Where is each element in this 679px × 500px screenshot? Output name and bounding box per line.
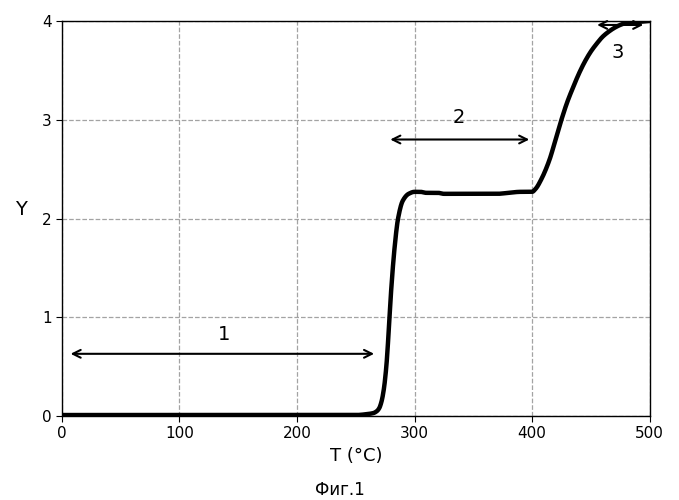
Text: 2: 2	[453, 108, 465, 126]
X-axis label: T (°C): T (°C)	[329, 447, 382, 465]
Y-axis label: Y: Y	[15, 200, 27, 218]
Text: Фиг.1: Фиг.1	[314, 481, 365, 499]
Text: 3: 3	[612, 42, 624, 62]
Text: 1: 1	[218, 325, 230, 344]
